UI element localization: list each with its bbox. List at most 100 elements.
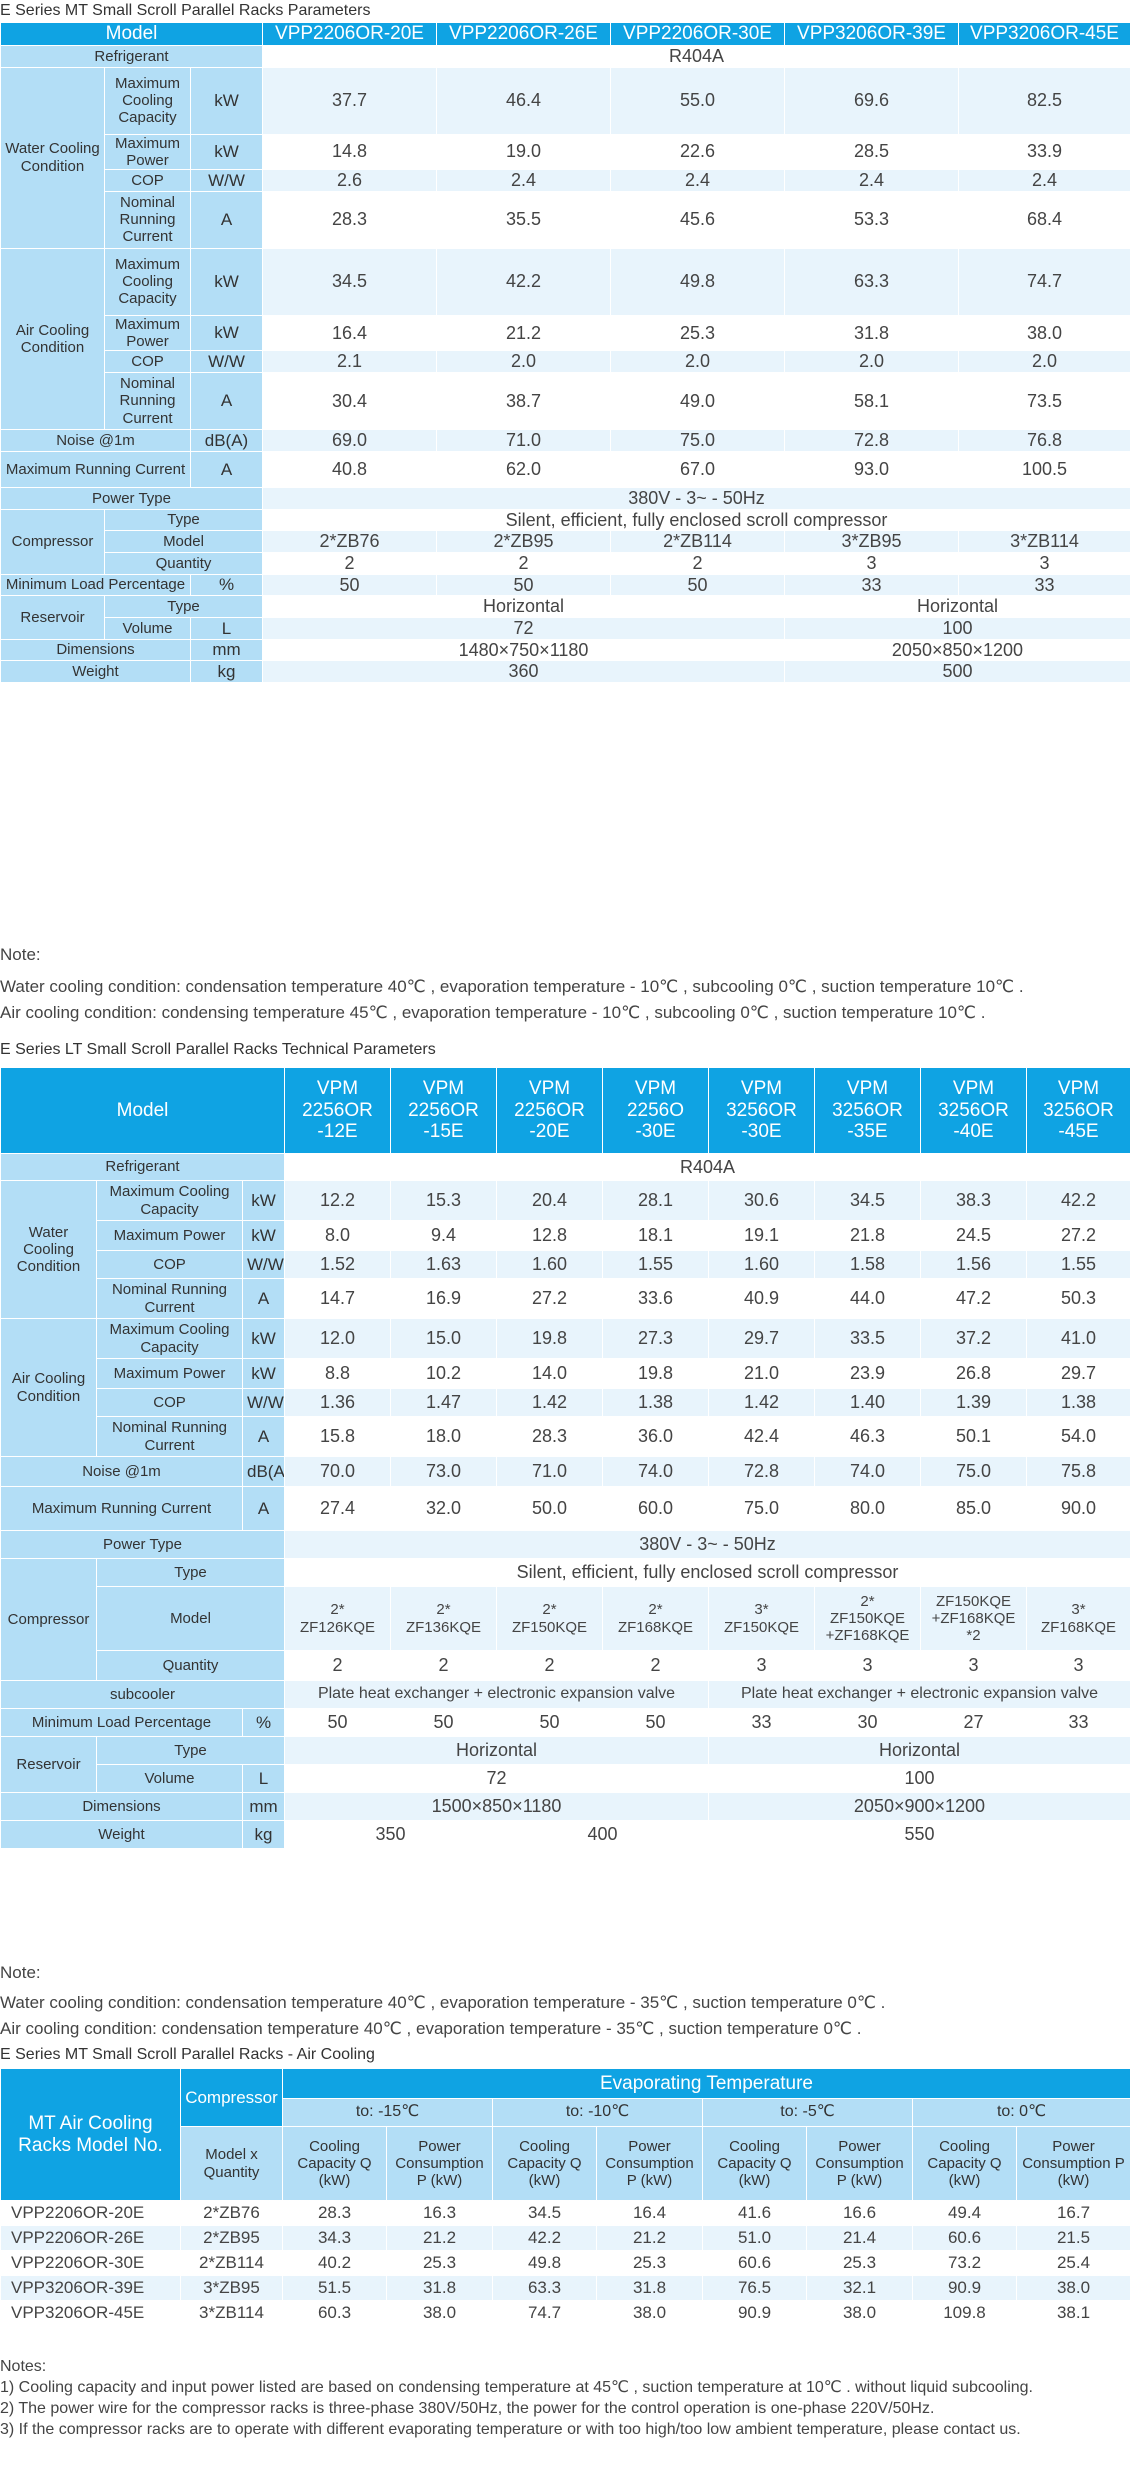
table-row: Noise @1mdB(A)70.073.071.074.072.874.075… — [0, 1456, 1131, 1487]
value-cell: 1.52 — [284, 1250, 391, 1279]
value-cell: Plate heat exchanger + electronic expans… — [708, 1680, 1131, 1709]
value-cell: 31.8 — [784, 314, 959, 352]
table-row: Minimum Load Percentage% 50 50 50 50 33 30 27 33 — [0, 1708, 1131, 1737]
value-cell: 53.3 — [784, 190, 959, 249]
value-cell: 3*ZB95 — [784, 530, 959, 553]
compressor-cell: 3*ZB95 — [180, 2275, 283, 2301]
value-cell: 16.4 — [262, 314, 437, 352]
value-cell: 30.4 — [262, 371, 437, 430]
power-header: Power Consumption P (kW) — [806, 2126, 913, 2201]
cell-line: VPM — [422, 1077, 465, 1099]
note-line: 3) If the compressor racks are to operat… — [0, 2421, 1021, 2438]
row-label: Dimensions — [0, 638, 191, 662]
value-cell: 63.3 — [492, 2275, 597, 2301]
unit-cell: kW — [242, 1318, 285, 1359]
value-cell: 90.0 — [1026, 1486, 1131, 1531]
table-row: Model VPM 2256OR -12E VPM 2256OR -15E VPM 2256OR… — [0, 1067, 1131, 1154]
value-cell: 69.0 — [262, 428, 437, 452]
cell-line: ZF150KQE — [511, 1618, 588, 1636]
value-cell: 93.0 — [784, 450, 959, 488]
value-cell: 380V - 3~ - 50Hz — [284, 1530, 1131, 1559]
value-cell: 1.58 — [814, 1250, 921, 1279]
note-line: 1) Cooling capacity and input power list… — [0, 2379, 1033, 2396]
value-cell: 37.2 — [920, 1318, 1027, 1359]
unit-cell: W/W — [242, 1250, 285, 1279]
cell-line: 2* — [330, 1601, 345, 1619]
compressor-cell: 2*ZB76 — [180, 2200, 283, 2226]
table-row: Volume L 72 100 — [1, 1764, 1131, 1793]
table-row: Quantity 2 2 2 3 3 — [1, 551, 1131, 575]
value-cell: 25.4 — [1016, 2250, 1131, 2276]
row-label: Noise @1m — [0, 428, 191, 452]
capacity-header: Cooling Capacity Q (kW) — [912, 2126, 1017, 2201]
cell-line: -20E — [529, 1121, 570, 1143]
value-cell: 2 — [602, 1650, 709, 1681]
row-label: Weight — [0, 1820, 243, 1849]
value-cell: 75.0 — [708, 1486, 815, 1531]
model-name: VPM 3256OR -40E — [920, 1067, 1027, 1154]
value-cell: 109.8 — [912, 2300, 1017, 2326]
value-cell: 36.0 — [602, 1416, 709, 1457]
value-cell: 21.8 — [814, 1220, 921, 1251]
row-label: Type — [104, 595, 263, 619]
group-label: Reservoir — [0, 595, 105, 640]
table-row: Model x Quantity Cooling Capacity Q (kW) P… — [1, 2126, 1131, 2201]
table-row: COP W/W 2.6 2.4 2.4 2.4 2.4 — [1, 169, 1131, 192]
row-label: COP — [96, 1388, 243, 1417]
row-label: Power Type — [0, 1530, 285, 1559]
table-row: VPP2206OR-26E 2*ZB95 34.3 21.2 42.2 21.2 51.0 2… — [0, 2225, 1131, 2251]
capacity-header: Cooling Capacity Q (kW) — [282, 2126, 387, 2201]
value-cell: 16.6 — [806, 2200, 913, 2226]
row-label: Minimum Load Percentage — [0, 1708, 243, 1737]
value-cell: 2050×850×1200 — [784, 638, 1131, 662]
value-cell: 1.38 — [602, 1388, 709, 1417]
table-row: Air Cooling Condition Maximum Cooling Cap… — [0, 1318, 1131, 1457]
table-row: VPP3206OR-45E 3*ZB114 60.3 38.0 74.7 38.0 90.9… — [0, 2300, 1131, 2326]
table-row: Volume L 72 100 — [1, 617, 1131, 640]
value-cell: 1480×750×1180 — [262, 638, 785, 662]
value-cell: 1.55 — [602, 1250, 709, 1279]
value-cell: ZF150KQE +ZF168KQE *2 — [920, 1586, 1027, 1651]
model-name: VPM 2256O -30E — [602, 1067, 709, 1154]
table-row: VPP2206OR-30E 2*ZB114 40.2 25.3 49.8 25.3 60.6… — [0, 2250, 1131, 2276]
note-title: Notes: — [0, 2358, 47, 2375]
group-label: Air Cooling Condition — [0, 247, 105, 430]
cell-line: -12E — [317, 1121, 358, 1143]
cell-line: ZF150KQE — [723, 1618, 800, 1636]
value-cell: 14.0 — [496, 1358, 603, 1389]
value-cell: 42.4 — [708, 1416, 815, 1457]
cell-line: VPM — [634, 1077, 677, 1099]
value-cell: 50.1 — [920, 1416, 1027, 1457]
row-label: Type — [104, 508, 263, 532]
value-cell: 15.3 — [390, 1180, 497, 1221]
value-cell: 19.8 — [602, 1358, 709, 1389]
table3-title: E Series MT Small Scroll Parallel Racks … — [0, 2046, 375, 2063]
value-cell: R404A — [262, 44, 1131, 68]
value-cell: 2* ZF168KQE — [602, 1586, 709, 1651]
table-row: Minimum Load Percentage% 50 50 50 33 33 — [0, 573, 1131, 597]
value-cell: 2.4 — [784, 169, 959, 192]
value-cell: 27.2 — [1026, 1220, 1131, 1251]
cell-line: 3* — [1071, 1601, 1086, 1619]
value-cell: 350 — [284, 1820, 497, 1849]
value-cell: 54.0 — [1026, 1416, 1131, 1457]
cell-line: 2256OR — [408, 1099, 479, 1121]
value-cell: 55.0 — [610, 66, 785, 135]
value-cell: 21.5 — [1016, 2225, 1131, 2251]
value-cell: 38.7 — [436, 371, 611, 430]
row-label: Volume — [104, 617, 191, 640]
value-cell: R404A — [284, 1153, 1131, 1181]
value-cell: 19.8 — [496, 1318, 603, 1359]
value-cell: 2* ZF126KQE — [284, 1586, 391, 1651]
value-cell: 68.4 — [958, 190, 1131, 249]
model-name: VPM 2256OR -12E — [284, 1067, 391, 1154]
row-label: Maximum Power — [104, 314, 191, 352]
value-cell: 3* ZF168KQE — [1026, 1586, 1131, 1651]
value-cell: 72.8 — [708, 1456, 815, 1487]
value-cell: 25.3 — [806, 2250, 913, 2276]
value-cell: 85.0 — [920, 1486, 1027, 1531]
unit-cell: kW — [190, 247, 263, 316]
value-cell: 50 — [284, 1708, 391, 1737]
table-row: Noise @1m dB(A) 69.0 71.0 75.0 72.8 76.8 — [0, 428, 1131, 452]
value-cell: 20.4 — [496, 1180, 603, 1221]
